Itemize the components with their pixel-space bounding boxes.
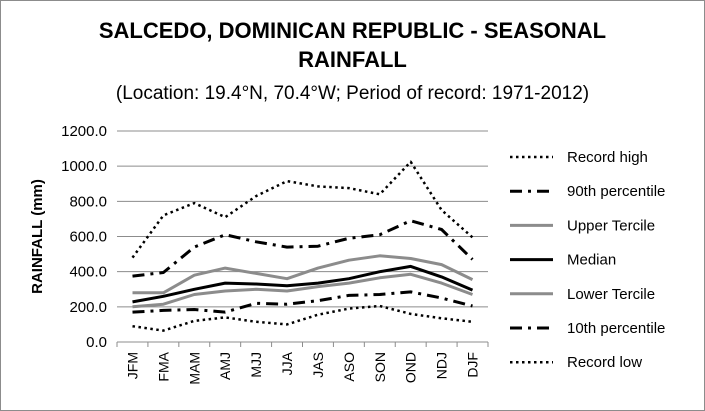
chart-subtitle: (Location: 19.4°N, 70.4°W; Period of rec…: [115, 83, 590, 104]
y-tick-label: 400.0: [69, 264, 107, 281]
legend-label: Upper Tercile: [567, 217, 655, 234]
y-axis-label: RAINFALL (mm): [29, 179, 46, 294]
chart-title-line1: SALCEDO, DOMINICAN REPUBLIC - SEASONAL: [98, 18, 607, 43]
y-tick-label: 800.0: [69, 193, 107, 210]
series-line: [132, 264, 474, 304]
chart-title: SALCEDO, DOMINICAN REPUBLIC - SEASONAL R…: [0, 16, 705, 74]
x-tick-label: JJA: [279, 351, 295, 375]
x-tick-label: ASO: [341, 352, 357, 382]
series-lines: [131, 160, 474, 332]
series-line: [131, 160, 474, 259]
y-tick-label: 0.0: [86, 334, 107, 351]
x-tick-label: OND: [403, 352, 419, 383]
tick-labels: 0.0 200.0 400.0 600.0 800.0 1000.0 1200.0 JFM FM…: [61, 123, 480, 385]
x-tick-label: AMJ: [217, 352, 233, 380]
x-tick-label: SON: [372, 352, 388, 382]
axes: [116, 341, 489, 347]
x-tick-label: DJF: [465, 352, 481, 378]
series-line: [132, 254, 474, 295]
series-line: [132, 290, 473, 314]
x-tick-label: MAM: [186, 352, 202, 385]
legend-label: 10th percentile: [567, 320, 665, 337]
y-tick-label: 200.0: [69, 299, 107, 316]
y-tick-label: 1200.0: [61, 123, 107, 140]
x-tick-label: NDJ: [434, 352, 450, 379]
legend-label: Record low: [567, 354, 642, 371]
x-tick-label: FMA: [155, 351, 171, 381]
series-line: [132, 219, 474, 278]
chart-title-line2: RAINFALL: [298, 47, 407, 72]
x-tick-label: MJJ: [248, 352, 264, 378]
x-tick-label: JFM: [124, 352, 140, 379]
series-line: [132, 304, 473, 332]
series-line: [132, 272, 474, 309]
y-tick-label: 600.0: [69, 229, 107, 246]
legend-label: 90th percentile: [567, 183, 665, 200]
x-tick-label: JAS: [310, 352, 326, 378]
y-tick-label: 1000.0: [61, 158, 107, 175]
legend: Record high 90th percentile Upper Tercile M…: [510, 149, 665, 371]
legend-label: Lower Tercile: [567, 286, 655, 303]
grid-lines: [117, 130, 488, 343]
legend-label: Median: [567, 252, 616, 269]
legend-label: Record high: [567, 149, 648, 166]
